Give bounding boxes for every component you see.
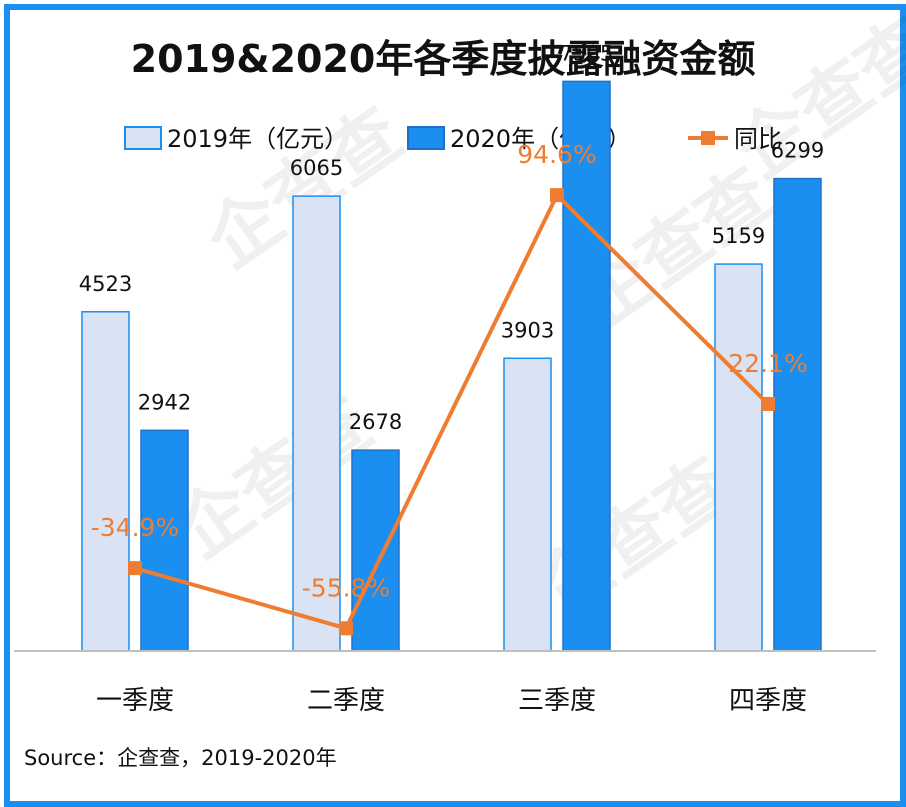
- value-label-2019-3: 3903: [501, 318, 554, 342]
- bar-2020-3: [562, 80, 611, 652]
- value-label-2020-1: 2942: [138, 390, 191, 414]
- legend-swatch-2020: [407, 126, 445, 150]
- yoy-marker-1: [128, 561, 142, 576]
- chart-title: 2019&2020年各季度披露融资金额: [131, 37, 756, 81]
- yoy-label-2: -55.8%: [302, 573, 390, 602]
- bar-2019-3: [503, 357, 552, 652]
- watermark-text: 企查查: [722, 1, 906, 194]
- yoy-marker-2: [339, 621, 353, 636]
- yoy-label-4: 22.1%: [728, 349, 807, 378]
- legend-label-yoy: 同比: [734, 125, 782, 153]
- yoy-marker-4: [761, 396, 775, 411]
- category-label-1: 一季度: [96, 686, 174, 716]
- bar-2019-2: [292, 195, 341, 652]
- value-label-2019-1: 4523: [79, 272, 132, 296]
- yoy-label-3: 94.6%: [517, 140, 596, 169]
- bar-2019-4: [714, 263, 763, 652]
- value-label-2019-2: 6065: [290, 156, 343, 180]
- value-label-2020-4: 6299: [771, 139, 824, 163]
- legend: 2019年（亿元） 2020年（亿元） 同比: [124, 125, 782, 153]
- watermark-text: 企查查: [522, 441, 747, 634]
- bar-2020-2: [351, 449, 400, 652]
- bar-2019-1: [81, 311, 130, 652]
- legend-swatch-yoy-marker: [701, 131, 715, 145]
- yoy-marker-3: [550, 188, 564, 203]
- category-label-4: 四季度: [729, 686, 807, 716]
- legend-label-2019: 2019年（亿元）: [167, 125, 348, 153]
- value-label-2020-2: 2678: [349, 410, 402, 434]
- plot-area: 4523 2942 一季度 6065 2678 二季度 3903 7595 三季度 5159 629…: [79, 41, 824, 716]
- value-label-2020-3: 7595: [560, 41, 613, 65]
- legend-swatch-2019: [124, 126, 162, 150]
- source-note: Source：企查查，2019-2020年: [24, 746, 337, 770]
- yoy-label-1: -34.9%: [91, 513, 179, 542]
- bar-2020-4: [773, 177, 822, 652]
- value-label-2019-4: 5159: [712, 224, 765, 248]
- category-label-2: 二季度: [307, 686, 385, 716]
- category-label-3: 三季度: [518, 686, 596, 716]
- yoy-line: [134, 193, 770, 631]
